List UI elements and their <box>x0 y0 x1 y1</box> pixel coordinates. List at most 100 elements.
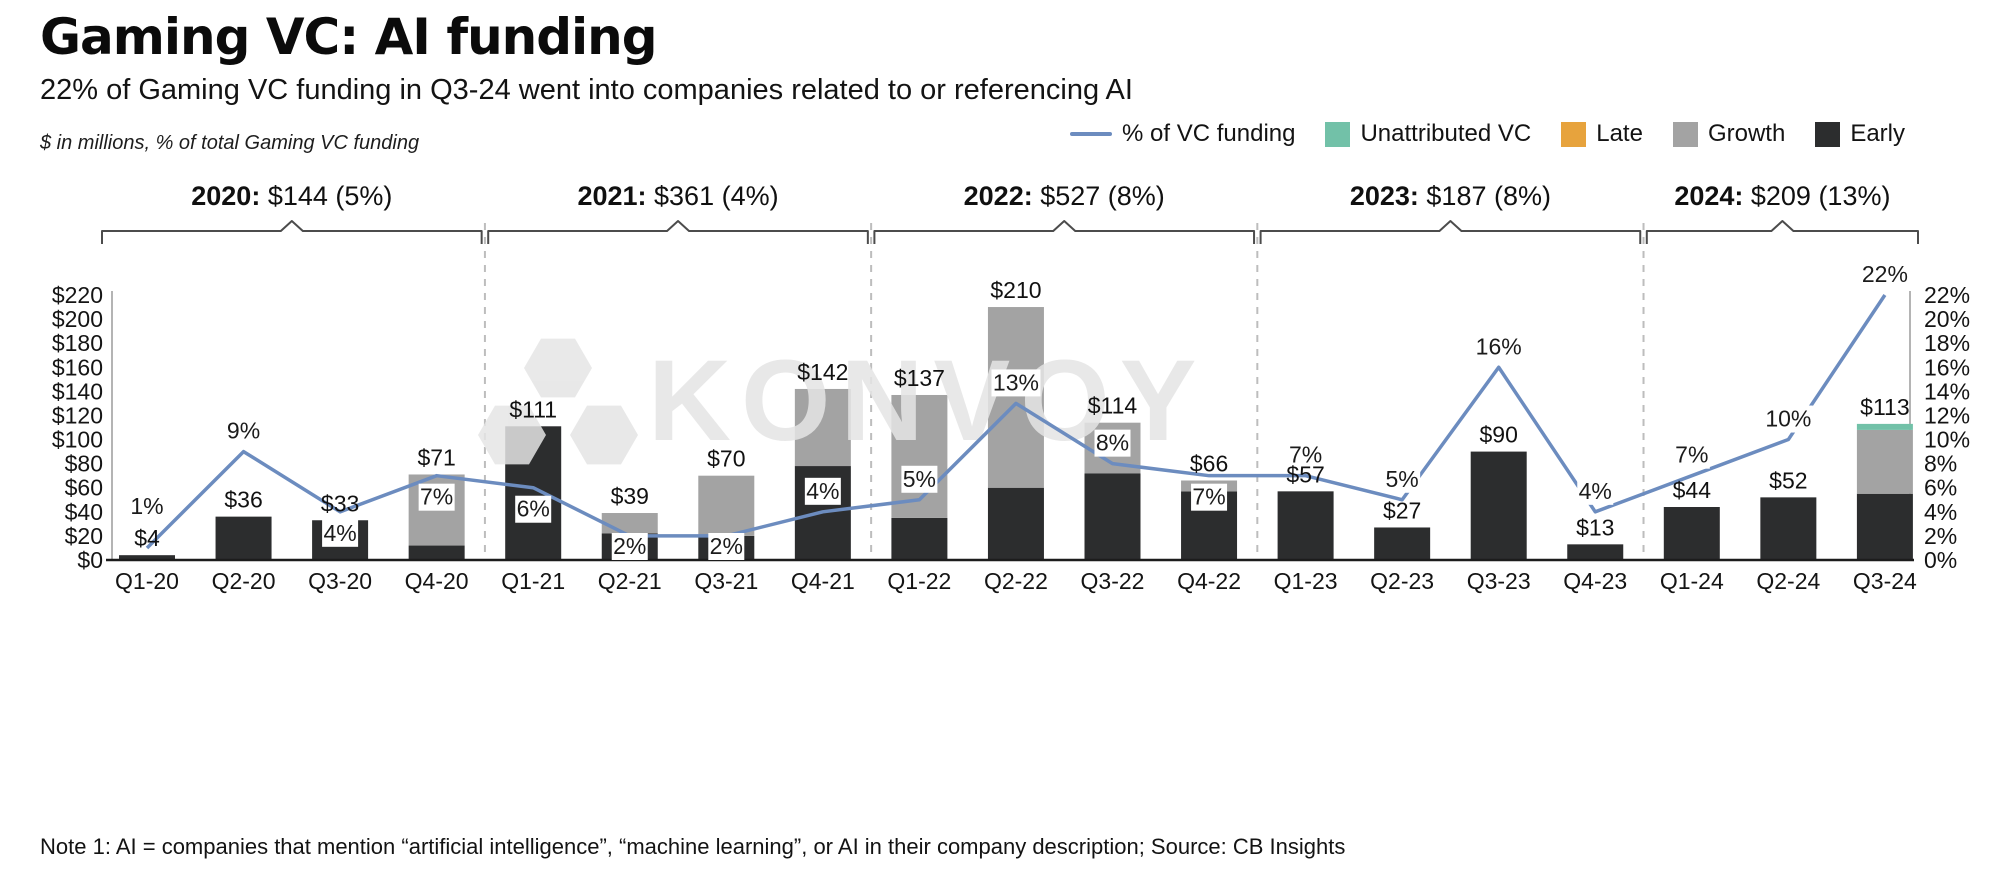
x-tick-label: Q4-22 <box>1177 568 1241 594</box>
right-axis-tick-label: 0% <box>1924 547 1957 573</box>
left-axis-tick-label: $100 <box>52 427 103 453</box>
legend-item-growth: Growth <box>1672 120 1786 148</box>
bar-total-label: $27 <box>1383 497 1421 523</box>
bar-total-label: $71 <box>417 444 455 470</box>
pct-label: 9% <box>227 418 260 444</box>
bar-segment-unattributed-vc <box>1856 423 1913 430</box>
pct-label: 5% <box>903 466 936 492</box>
pct-label-bg <box>1094 429 1131 457</box>
pct-label-bg <box>804 477 841 505</box>
left-axis-tick-label: $180 <box>52 330 103 356</box>
pct-label: 4% <box>323 520 356 546</box>
pct-label-bg <box>129 492 165 520</box>
chart: $0$20$40$60$80$100$120$140$160$180$200$2… <box>52 181 1970 594</box>
x-tick-label: Q3-22 <box>1081 568 1145 594</box>
bar-segment-early <box>891 517 948 560</box>
legend-item-label: Late <box>1596 120 1643 147</box>
left-axis-tick-label: $220 <box>52 282 103 308</box>
pct-label-bg <box>225 417 262 445</box>
left-axis-tick-label: $0 <box>77 547 103 573</box>
x-tick-label: Q2-24 <box>1756 568 1820 594</box>
bar-total-label: $33 <box>321 490 359 516</box>
right-axis-tick-label: 22% <box>1924 282 1970 308</box>
left-axis-tick-label: $160 <box>52 354 103 380</box>
bar-segment-early <box>1856 493 1913 560</box>
left-axis-tick-label: $40 <box>65 499 103 525</box>
bar-total-label: $90 <box>1480 422 1518 448</box>
bar-segment-growth <box>601 513 658 534</box>
right-axis-tick-label: 8% <box>1924 451 1957 477</box>
bar-Q2-22 <box>987 307 1044 560</box>
year-bracket <box>1645 220 1919 244</box>
bar-segment-early <box>1760 497 1817 560</box>
bar-segment-early <box>215 516 272 560</box>
bar-segment-growth <box>794 388 851 467</box>
pct-label-bg <box>418 483 455 511</box>
bar-total-label: $114 <box>1088 393 1138 419</box>
x-tick-label: Q4-21 <box>791 568 855 594</box>
year-group-label: 2023: $187 (8%) <box>1350 181 1551 211</box>
pct-label: 10% <box>1765 406 1811 432</box>
axis-note: $ in millions, % of total Gaming VC fund… <box>40 132 420 154</box>
bar-segment-early <box>1374 527 1431 560</box>
bar-segment-growth <box>698 475 755 536</box>
pct-label: 2% <box>613 533 646 559</box>
bar-total-label: $142 <box>797 359 848 385</box>
legend: % of VC funding Unattributed VC Late Growth… <box>1070 120 1905 148</box>
bar-Q2-20 <box>215 516 272 560</box>
left-axis-tick-label: $80 <box>65 451 103 477</box>
pct-label-bg <box>1287 441 1324 469</box>
legend-item-label: % of VC funding <box>1122 120 1296 147</box>
pct-label-bg <box>322 519 359 547</box>
bar-segment-early <box>1277 491 1334 560</box>
bar-total-label: $137 <box>894 365 945 391</box>
bar-total-label: $210 <box>990 277 1041 303</box>
bar-total-label: $44 <box>1673 477 1712 503</box>
year-group-label: 2024: $209 (13%) <box>1674 181 1890 211</box>
pct-label: 8% <box>1096 430 1129 456</box>
pct-label-bg <box>1577 477 1614 505</box>
x-tick-label: Q2-20 <box>212 568 276 594</box>
x-tick-label: Q4-23 <box>1563 568 1627 594</box>
x-tick-label: Q1-20 <box>115 568 179 594</box>
year-bracket <box>873 220 1256 244</box>
legend-item-label: Unattributed VC <box>1360 120 1532 147</box>
x-tick-label: Q1-23 <box>1274 568 1338 594</box>
pct-label-bg <box>1474 333 1524 361</box>
pct-label-bg <box>708 533 745 560</box>
bar-total-label: $13 <box>1576 514 1614 540</box>
footnote: Note 1: AI = companies that mention “art… <box>40 834 1346 859</box>
bar-segment-early <box>987 487 1044 560</box>
bar-segment-early <box>1470 451 1527 560</box>
pct-label-bg <box>1384 465 1421 493</box>
bar-Q1-22 <box>891 394 948 560</box>
legend-item--of-vc-funding: % of VC funding <box>1070 120 1295 148</box>
right-axis-tick-label: 2% <box>1924 523 1957 549</box>
pct-label: 1% <box>130 493 163 519</box>
pct-label-bg <box>611 533 648 560</box>
right-axis-tick-label: 4% <box>1924 499 1957 525</box>
bar-total-label: $4 <box>134 525 160 551</box>
x-tick-label: Q2-21 <box>598 568 662 594</box>
watermark-logo-icon <box>524 338 592 398</box>
bar-total-label: $66 <box>1190 451 1228 477</box>
pct-label: 4% <box>1579 478 1612 504</box>
x-tick-label: Q1-24 <box>1660 568 1724 594</box>
x-tick-label: Q1-22 <box>887 568 951 594</box>
legend-item-label: Growth <box>1707 120 1786 147</box>
year-group-label: 2020: $144 (5%) <box>191 181 392 211</box>
year-bracket <box>487 220 869 244</box>
pct-label: 7% <box>1675 442 1708 468</box>
right-axis-tick-label: 14% <box>1924 378 1970 404</box>
page-title: Gaming VC: AI funding <box>40 8 658 66</box>
x-tick-label: Q2-23 <box>1370 568 1434 594</box>
bar-segment-early <box>408 545 465 560</box>
pct-label: 2% <box>710 533 743 559</box>
legend-swatch-icon <box>1672 121 1698 147</box>
year-bracket <box>1259 220 1642 244</box>
bar-Q3-24 <box>1856 423 1913 560</box>
bar-total-label: $113 <box>1860 394 1909 420</box>
bar-Q1-23 <box>1277 491 1334 560</box>
bar-segment-early <box>1084 473 1141 560</box>
bar-Q1-24 <box>1663 507 1720 560</box>
